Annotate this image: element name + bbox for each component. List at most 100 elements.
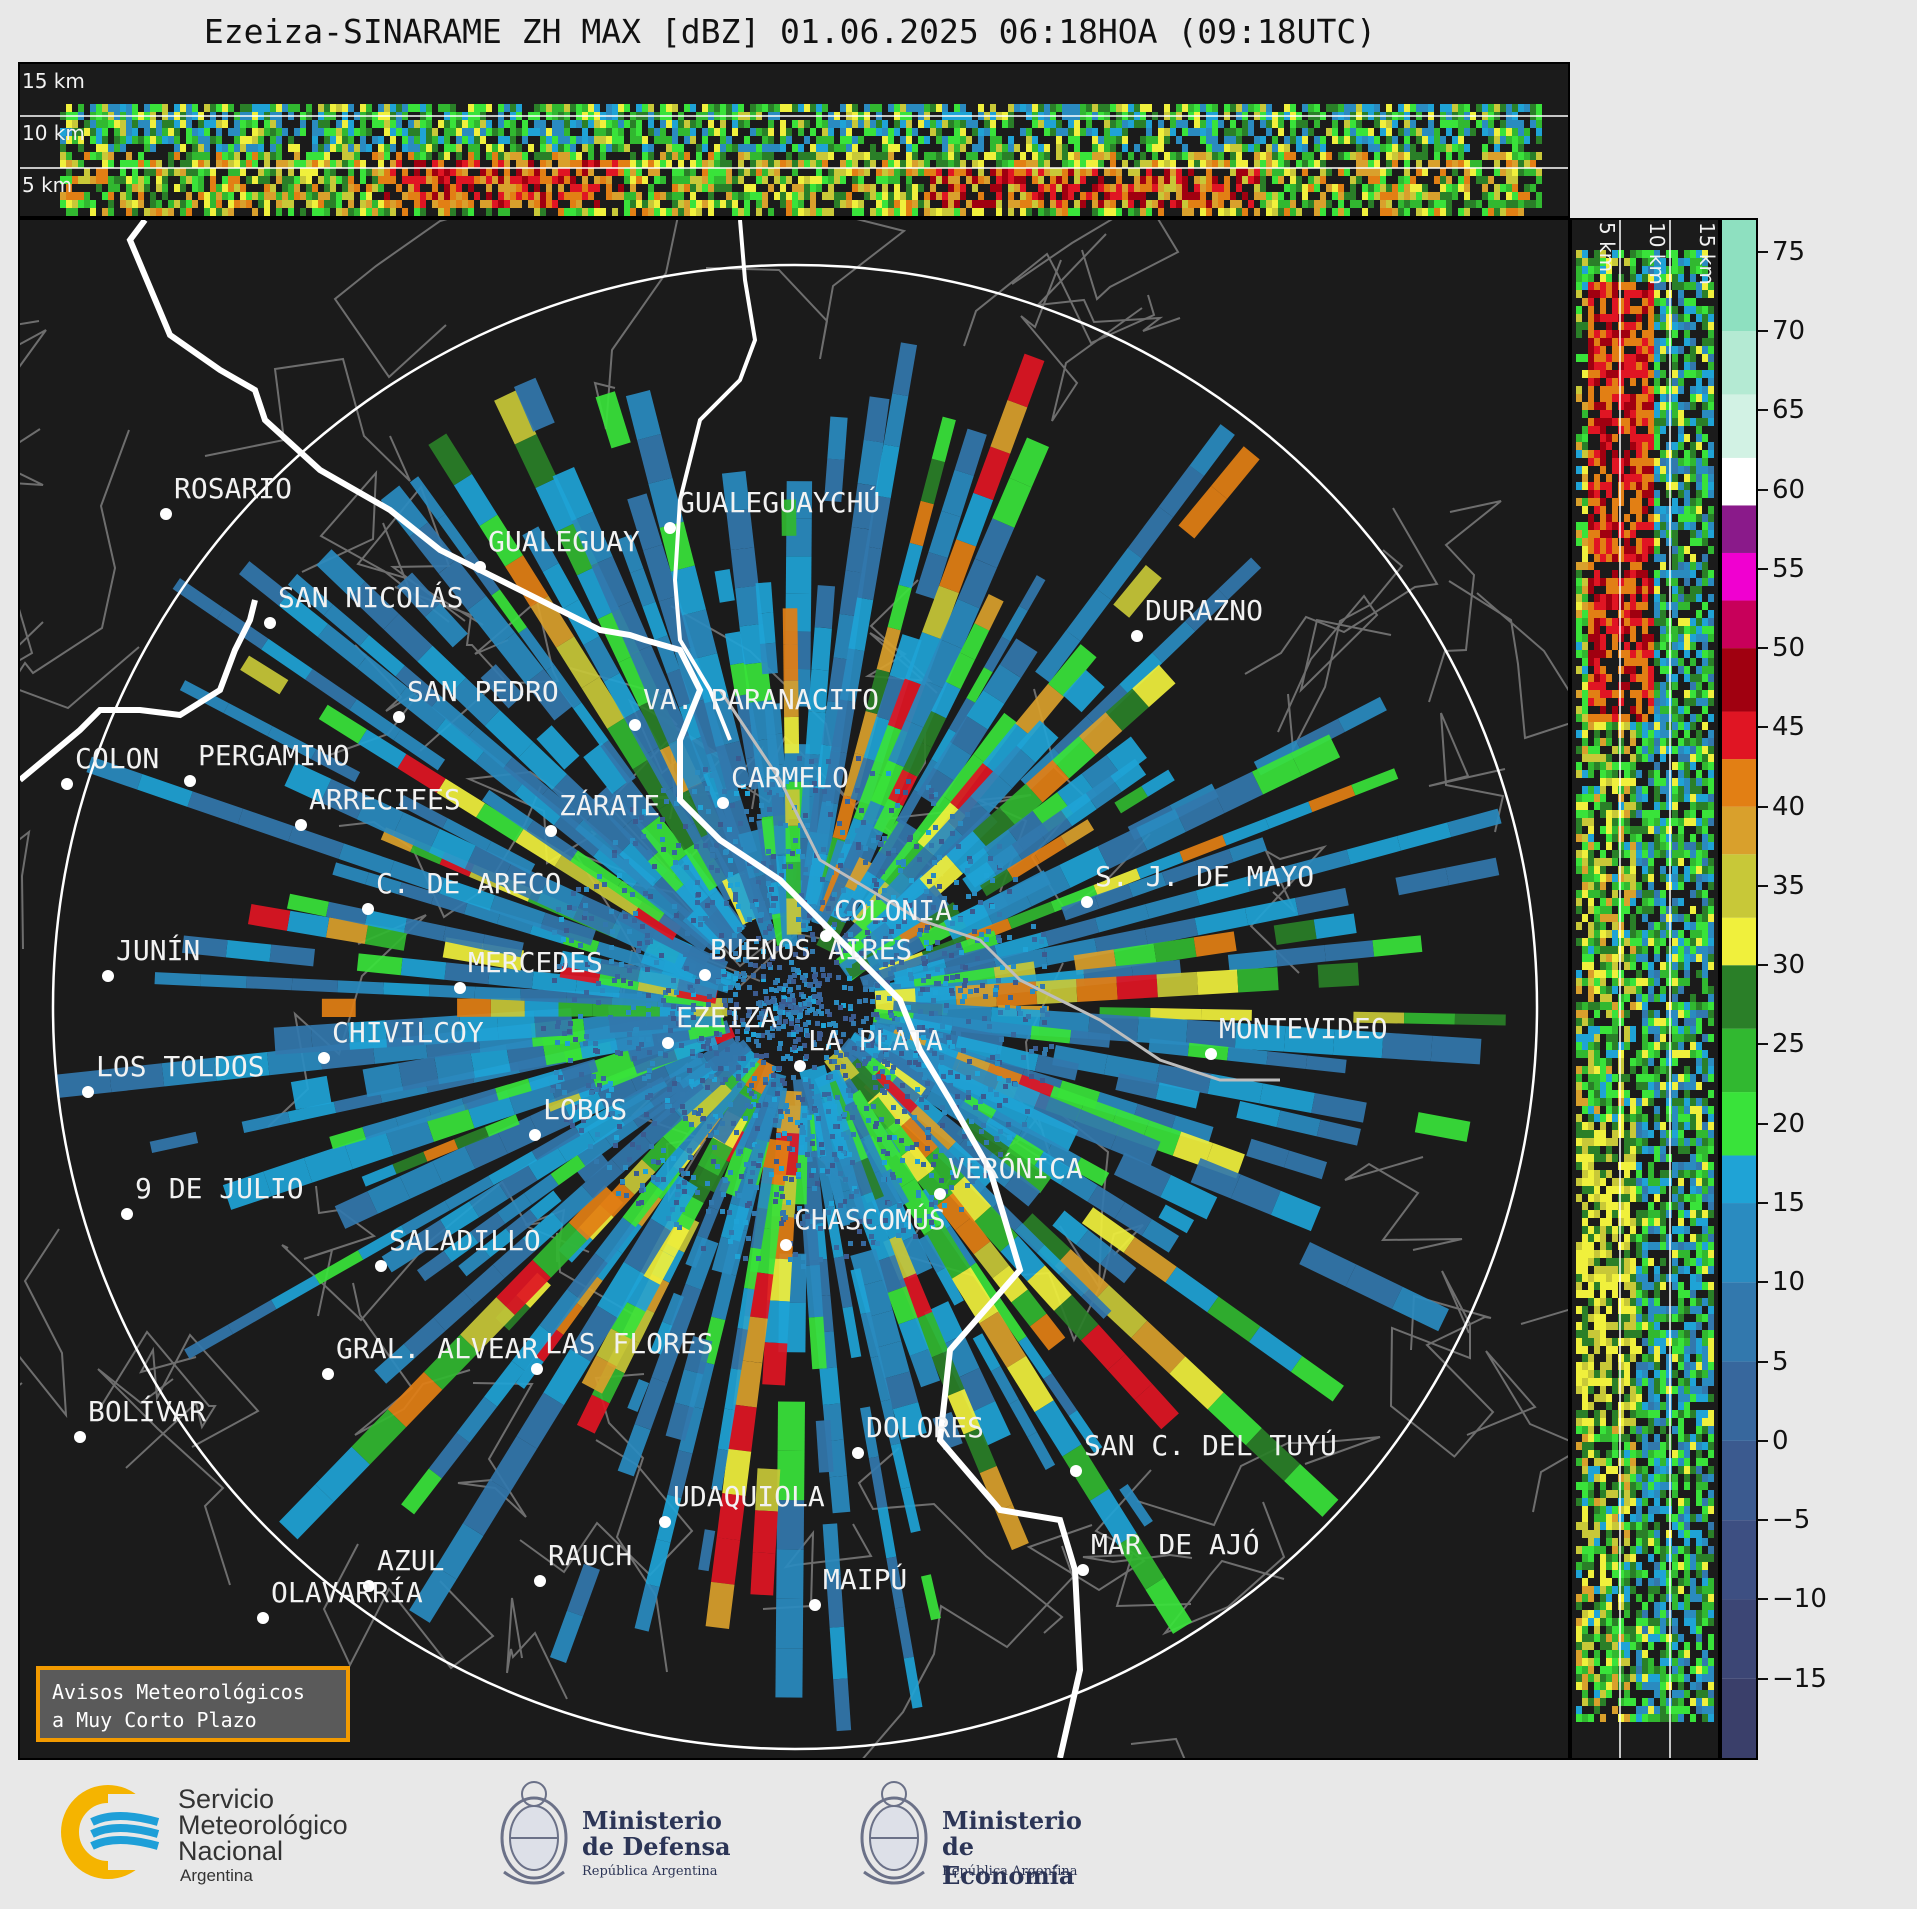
radar-range-ring xyxy=(51,263,1539,1751)
top-height-label-5km: 5 km xyxy=(22,173,72,197)
coat-of-arms-icon xyxy=(860,1781,928,1885)
city-marker xyxy=(629,719,641,731)
city-label: SAN C. DEL TUYÚ xyxy=(1084,1428,1337,1462)
city-label: DURAZNO xyxy=(1145,594,1263,627)
colorbar-band xyxy=(1722,759,1756,807)
city-marker xyxy=(1205,1048,1217,1060)
colorbar-tick-label: 70 xyxy=(1772,315,1806,346)
city-label: GUALEGUAY xyxy=(488,525,640,558)
chart-title: Ezeiza-SINARAME ZH MAX [dBZ] 01.06.2025 … xyxy=(203,12,1377,51)
colorbar-band xyxy=(1722,600,1756,649)
colorbar-band xyxy=(1722,1520,1756,1600)
defensa-line-2: de Defensa xyxy=(582,1832,731,1861)
right-height-label-5km: 5 km xyxy=(1595,222,1619,272)
colorbar-tick-label: 55 xyxy=(1772,553,1806,584)
city-marker xyxy=(61,778,73,790)
colorbar-tick-label: 10 xyxy=(1772,1267,1806,1298)
smn-logo: Servicio Meteorológico Nacional Argentin… xyxy=(58,1782,388,1892)
colorbar-band xyxy=(1722,1203,1756,1283)
city-label: LA PLATA xyxy=(808,1024,943,1057)
colorbar-band xyxy=(1722,854,1756,918)
colorbar-tick-label: 15 xyxy=(1772,1188,1806,1219)
city-marker xyxy=(1131,630,1143,642)
colorbar-band xyxy=(1722,220,1756,331)
colorbar-tick-label: 40 xyxy=(1772,791,1806,822)
city-marker xyxy=(184,775,196,787)
right-height-label-15km: 15 km xyxy=(1695,222,1718,285)
colorbar-tick xyxy=(1758,1202,1768,1205)
colorbar-tick xyxy=(1758,1439,1768,1442)
city-label: ROSARIO xyxy=(174,472,292,505)
city-marker xyxy=(375,1260,387,1272)
city-marker xyxy=(531,1363,543,1375)
city-label: PERGAMINO xyxy=(198,739,350,772)
city-marker xyxy=(820,930,832,942)
colorbar-band xyxy=(1722,965,1756,1029)
city-marker xyxy=(934,1188,946,1200)
colorbar-tick xyxy=(1758,1043,1768,1046)
city-label: LAS FLORES xyxy=(545,1327,714,1360)
city-marker xyxy=(852,1447,864,1459)
colorbar-tick xyxy=(1758,884,1768,887)
colorbar-band xyxy=(1722,648,1756,712)
city-marker xyxy=(82,1086,94,1098)
colorbar-tick xyxy=(1758,1122,1768,1125)
colorbar-band xyxy=(1722,1155,1756,1204)
smn-line-4: Argentina xyxy=(180,1866,253,1885)
right-cross-section-panel: 5 km 10 km 15 km xyxy=(1570,218,1720,1760)
city-marker xyxy=(362,903,374,915)
dbz-colorbar xyxy=(1720,218,1758,1760)
city-label: LOS TOLDOS xyxy=(96,1050,265,1083)
colorbar-band xyxy=(1722,394,1756,458)
coat-of-arms-icon xyxy=(500,1781,568,1885)
city-label: ZÁRATE xyxy=(559,788,660,822)
colorbar-band xyxy=(1722,552,1756,601)
colorbar-band xyxy=(1722,1092,1756,1156)
city-marker xyxy=(794,1060,806,1072)
colorbar-band xyxy=(1722,330,1756,395)
city-marker xyxy=(363,1580,375,1592)
city-label: COLON xyxy=(75,742,159,775)
top-height-label-15km: 15 km xyxy=(22,69,85,93)
city-label: SALADILLO xyxy=(389,1224,541,1257)
colorbar-band xyxy=(1722,1361,1756,1441)
economia-line-2: de Economía xyxy=(942,1832,1075,1890)
colorbar-tick xyxy=(1758,964,1768,967)
smn-logo-icon xyxy=(61,1785,168,1879)
city-label: ARRECIFES xyxy=(309,783,461,816)
city-label: CHASCOMÚS xyxy=(794,1202,946,1236)
colorbar-tick-label: 0 xyxy=(1772,1425,1789,1456)
economia-line-3: República Argentina xyxy=(942,1864,1078,1879)
colorbar-tick xyxy=(1758,805,1768,808)
city-marker xyxy=(809,1599,821,1611)
radar-map-svg[interactable]: ROSARIO GUALEGUAYCHÚ GUALEGUAY SAN NICOLÁS D… xyxy=(20,220,1568,1758)
city-label: COLONIA xyxy=(834,894,952,927)
city-marker xyxy=(1070,1465,1082,1477)
city-label: BUENOS AIRES xyxy=(710,933,912,966)
city-label: MERCEDES xyxy=(468,946,603,979)
city-label: 9 DE JULIO xyxy=(135,1172,304,1205)
colorbar-tick xyxy=(1758,647,1768,650)
defensa-line-1: Ministerio xyxy=(582,1806,722,1835)
colorbar-band xyxy=(1722,1678,1756,1758)
colorbar-tick-label: −5 xyxy=(1772,1505,1811,1536)
city-label: LOBOS xyxy=(543,1093,627,1126)
ministerio-economia-logo: Ministerio de Economía República Argenti… xyxy=(854,1776,1114,1896)
city-label: VA. PARANACITO xyxy=(643,683,879,716)
city-label: MONTEVIDEO xyxy=(1219,1012,1388,1045)
city-marker xyxy=(780,1239,792,1251)
city-marker xyxy=(102,970,114,982)
city-marker xyxy=(454,982,466,994)
city-label: VERÓNICA xyxy=(948,1151,1083,1185)
smn-line-2: Meteorológico xyxy=(178,1810,348,1840)
city-label: CARMELO xyxy=(731,761,849,794)
nowcasting-notice-box[interactable]: Avisos Meteorológicos a Muy Corto Plazo xyxy=(36,1666,350,1742)
radar-map-panel[interactable]: ROSARIO GUALEGUAYCHÚ GUALEGUAY SAN NICOLÁS D… xyxy=(18,218,1570,1760)
economia-line-1: Ministerio xyxy=(942,1806,1082,1835)
colorbar-tick-label: −15 xyxy=(1772,1663,1827,1694)
colorbar-band xyxy=(1722,806,1756,855)
colorbar-tick xyxy=(1758,1519,1768,1522)
city-marker xyxy=(534,1575,546,1587)
city-marker xyxy=(664,522,676,534)
city-marker xyxy=(529,1129,541,1141)
